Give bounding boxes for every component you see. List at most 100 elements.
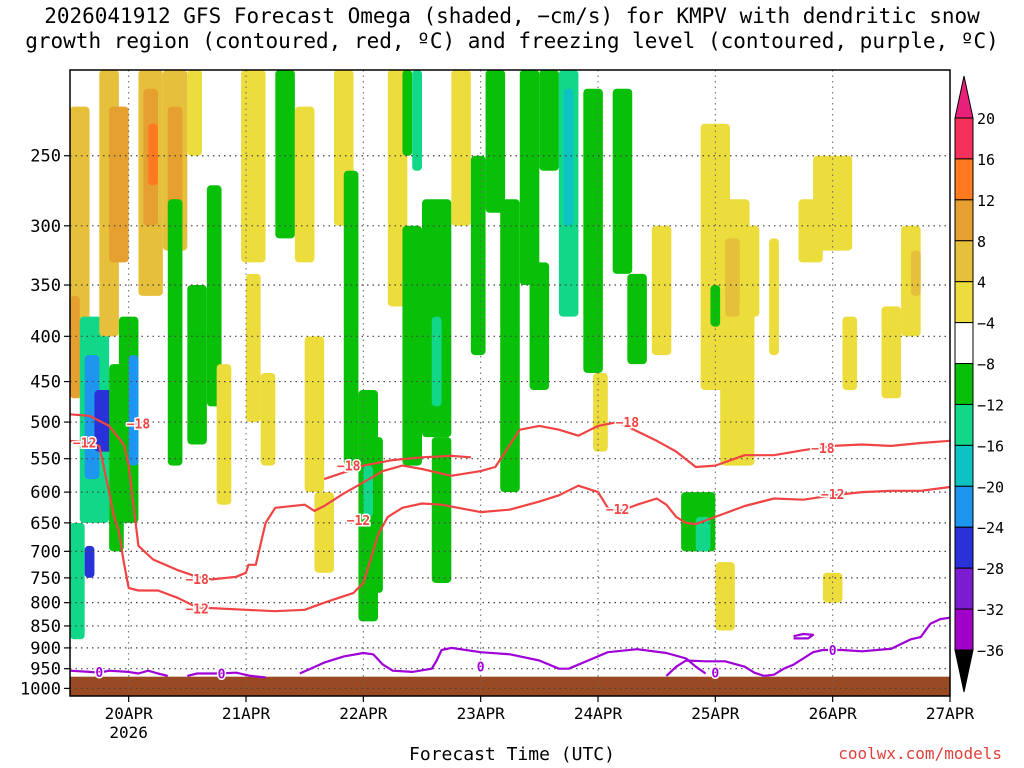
x-tick-label-24APR: 24APR — [574, 704, 623, 723]
colorbar: 20 16 12 8 4 −4 −8 −12 −16 −20 −24 −28 −32 −36 — [954, 75, 1004, 693]
omega-cell — [167, 106, 183, 226]
y-tick-label-600: 600 — [30, 483, 61, 503]
colorbar-swatch — [954, 199, 974, 242]
omega-cell — [241, 70, 266, 263]
dgz-contour-0 — [69, 413, 951, 581]
colorbar-swatch — [954, 158, 974, 201]
x-tick-label-26APR: 26APR — [809, 704, 858, 723]
omega-cell — [431, 437, 452, 583]
contour-label: −12 — [347, 514, 370, 529]
colorbar-swatch — [954, 281, 974, 324]
contour-label: 0 — [218, 668, 226, 683]
omega-cell — [343, 170, 359, 466]
omega-cell — [246, 273, 261, 423]
omega-cell — [881, 306, 902, 399]
contour-label: −12 — [821, 488, 844, 503]
x-tick-label-25APR: 25APR — [691, 704, 740, 723]
x-tick-label-21APR: 21APR — [222, 704, 271, 723]
omega-cell — [260, 372, 276, 466]
omega-cell — [187, 285, 207, 445]
omega-cell — [725, 238, 740, 317]
omega-cell — [216, 364, 232, 505]
colorbar-swatch — [954, 117, 974, 160]
colorbar-top-arrow — [954, 75, 974, 119]
contour-label: −18 — [127, 418, 151, 433]
colorbar-label: −28 — [977, 560, 1004, 578]
contour-label: −12 — [73, 436, 96, 451]
omega-cell — [148, 123, 158, 186]
contour-label: 0 — [95, 666, 103, 681]
x-axis: 20APR 21APR 22APR 23APR 24APR 25APR 26APR 27APR… — [105, 696, 974, 742]
omega-cell — [769, 238, 779, 356]
y-tick-label-700: 700 — [30, 542, 61, 562]
omega-cell — [128, 355, 139, 466]
omega-cell — [402, 225, 422, 466]
colorbar-label: −8 — [977, 356, 995, 374]
contour-label: −12 — [185, 602, 208, 617]
colorbar-label: −20 — [977, 478, 1004, 496]
dgz-contour-3 — [69, 439, 951, 613]
omega-cell — [431, 316, 442, 407]
colorbar-swatch — [954, 240, 974, 283]
contours: −18 −18 −18 −12 −12 −12 −12 −12 −18 −18 0 0 0 0 0 — [69, 413, 951, 684]
colorbar-label: 4 — [977, 274, 986, 292]
omega-cell — [206, 185, 222, 407]
omega-cell — [539, 70, 559, 171]
omega-cell — [294, 106, 315, 263]
contour-label: −18 — [337, 460, 361, 475]
omega-cell — [485, 70, 506, 213]
y-tick-label-850: 850 — [30, 617, 61, 637]
omega-cell — [627, 273, 647, 365]
y-axis: 2503003504004505005506006507007508008509… — [20, 147, 70, 699]
colorbar-label: 12 — [977, 192, 995, 210]
contour-label: −18 — [616, 416, 640, 431]
omega-cell — [387, 70, 408, 307]
omega-cell — [451, 70, 471, 226]
colorbar-swatch — [954, 526, 974, 569]
credit-link[interactable]: coolwx.com/models — [838, 744, 1002, 763]
omega-cell — [715, 562, 735, 631]
colorbar-label: 20 — [977, 110, 995, 128]
title-line-1: 2026041912 GFS Forecast Omega (shaded, −… — [44, 4, 980, 28]
colorbar-swatch — [954, 444, 974, 487]
contour-label: −18 — [185, 573, 209, 588]
colorbar-swatch — [954, 567, 974, 610]
contour-label: 0 — [829, 644, 837, 659]
omega-cell — [612, 88, 633, 274]
omega-cell — [167, 199, 183, 466]
omega-cell — [651, 225, 672, 356]
y-tick-label-350: 350 — [30, 276, 61, 296]
omega-cell — [373, 437, 383, 593]
y-tick-label-250: 250 — [30, 147, 61, 167]
omega-cell — [842, 316, 858, 391]
omega-cell — [70, 295, 80, 399]
x-tick-label-22APR: 22APR — [339, 704, 388, 723]
omega-cell — [304, 336, 325, 493]
y-tick-label-900: 900 — [30, 639, 61, 659]
x-year-label: 2026 — [109, 723, 148, 742]
omega-cell — [910, 250, 921, 296]
colorbar-bottom-arrow — [954, 649, 974, 693]
gridlines — [70, 70, 950, 696]
colorbar-label: −36 — [977, 642, 1004, 660]
omega-cell — [695, 516, 711, 552]
omega-cell — [583, 88, 603, 373]
colorbar-label: −12 — [977, 396, 1004, 414]
contour-label: −12 — [606, 503, 629, 518]
omega-cell — [314, 492, 334, 573]
y-tick-label-1000: 1000 — [20, 679, 61, 699]
freezing-contour-15 — [793, 632, 815, 640]
contour-label: −18 — [811, 442, 835, 457]
colorbar-swatch — [954, 363, 974, 405]
omega-cell — [363, 465, 374, 517]
y-tick-label-650: 650 — [30, 514, 61, 534]
freezing-contour-10 — [69, 669, 169, 677]
colorbar-label: −4 — [977, 315, 995, 333]
colorbar-swatch — [954, 403, 974, 446]
omega-cell — [70, 522, 85, 640]
omega-cell — [529, 262, 550, 391]
omega-cell — [412, 70, 422, 171]
x-tick-label-20APR: 20APR — [105, 704, 154, 723]
colorbar-label: 8 — [977, 233, 986, 251]
